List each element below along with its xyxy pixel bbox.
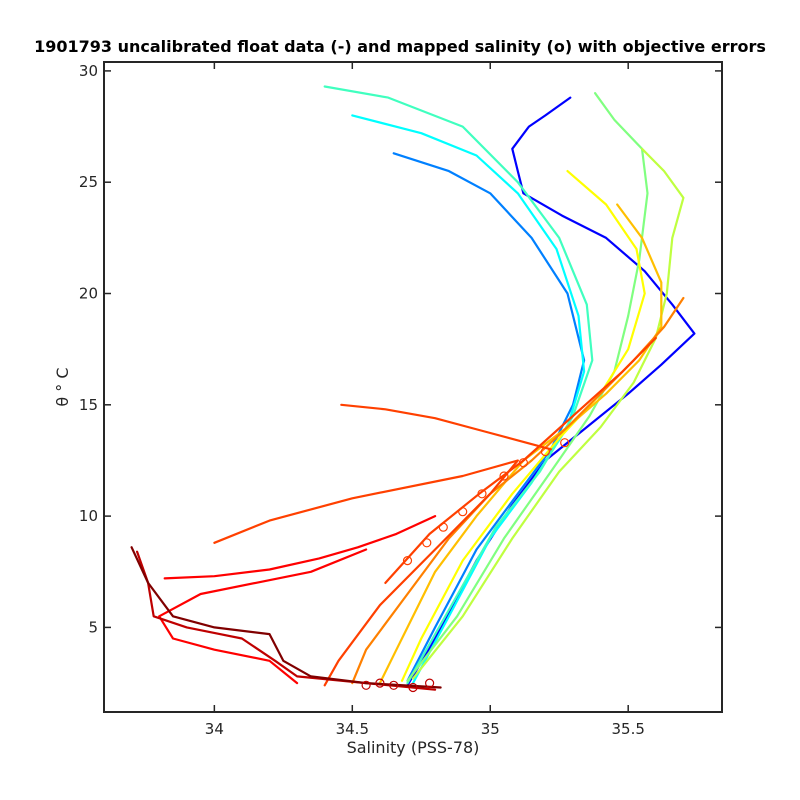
series-line-14: [163, 514, 437, 580]
mapped-salinity-marker-1-8: [540, 447, 551, 457]
mapped-salinity-marker-1-7: [518, 458, 529, 468]
series-line-5: [406, 92, 649, 682]
plot-area: [104, 62, 722, 712]
mapped-salinity-marker-1-1: [402, 555, 413, 566]
x-tick-label: 34.5: [336, 720, 369, 738]
y-tick-label: 10: [79, 507, 98, 525]
series-line-4: [323, 85, 594, 685]
x-axis-label: Salinity (PSS-78): [347, 738, 480, 757]
x-tick-label: 35: [481, 720, 500, 738]
series-line-11: [384, 336, 657, 585]
y-tick-label: 30: [79, 62, 98, 80]
mapped-salinity-marker-2-1: [361, 680, 371, 690]
x-tick-label: 35.5: [611, 720, 644, 738]
y-tick-label: 25: [79, 173, 98, 191]
mapped-salinity-marker-2-2: [375, 678, 385, 688]
y-tick-label: 20: [79, 285, 98, 303]
marker-layer: [361, 438, 570, 693]
mapped-salinity-marker-2-4: [408, 682, 418, 693]
mapped-salinity-marker-1-2: [422, 538, 432, 548]
series-line-10: [213, 459, 519, 687]
series-line-2: [392, 152, 586, 682]
y-tick-label: 5: [88, 618, 98, 636]
series-layer: [130, 85, 696, 691]
series-line-6: [411, 147, 685, 680]
mapped-salinity-marker-2-5: [425, 678, 435, 688]
mapped-salinity-marker-1-4: [458, 507, 468, 517]
mapped-salinity-marker-2-3: [389, 680, 399, 690]
tick-layer: 34 34.5 35 35.5 5 10 15 20 25 30: [79, 62, 722, 738]
mapped-salinity-marker-1-5: [477, 489, 487, 499]
x-tick-label: 34: [205, 720, 224, 738]
mapped-salinity-marker-1-6: [499, 471, 509, 481]
axes-box: [103, 61, 723, 713]
series-line-8: [378, 203, 663, 685]
y-axis-label: θ ° C: [53, 367, 72, 406]
series-line-16: [130, 546, 442, 689]
mapped-salinity-marker-1-3: [438, 522, 448, 532]
mapped-salinity-marker-1-9: [560, 438, 570, 448]
series-line-13: [158, 548, 368, 685]
y-tick-label: 15: [79, 396, 98, 414]
series-line-12: [340, 403, 553, 451]
chart-title: 1901793 uncalibrated float data (-) and …: [34, 37, 766, 56]
